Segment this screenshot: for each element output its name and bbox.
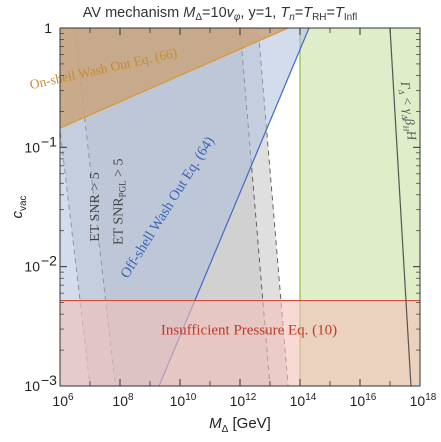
y-tick-label: 1 [44,20,52,36]
plot-area [60,28,420,386]
y-tick-exponent: −1 [41,133,57,149]
y-axis-label: cvac [9,195,29,218]
x-tick-label: 1012 [230,392,257,409]
label-insufficient-pressure: Insufficient Pressure Eq. (10) [161,323,337,339]
x-tick-label: 1016 [350,392,377,409]
y-tick-label: 10 [24,139,40,155]
y-tick-label: 10 [24,259,40,275]
y-tick-label: 10 [24,378,40,394]
x-tick-label: 1010 [170,392,197,409]
y-tick-exponent: −2 [41,253,57,269]
gamma-line [389,28,412,386]
x-axis-label: MΔ [GeV] [209,415,271,435]
region-insufficient-pressure [60,300,420,386]
label-gamma-condition: ΓΔ < γΔβHH [396,80,420,142]
y-tick-exponent: −3 [41,372,57,388]
region-off-shell-wash-out [60,28,309,386]
x-tick-label: 1014 [290,392,317,409]
chart-title: AV mechanism MΔ=10vφ, y=1, Tn=TRH=TInfl [83,5,357,23]
ticks [59,27,421,387]
label-et-snr-pgl: ET SNRPGL > 5 [111,158,127,245]
x-tick-label: 108 [112,392,134,409]
boundary-on-shell-wash-out [60,28,289,129]
region-insufficient-expansion [300,28,420,386]
label-et-snr: ET SNR > 5 [88,172,103,241]
x-tick-label: 1018 [410,392,437,409]
x-tick-label: 106 [52,392,74,409]
